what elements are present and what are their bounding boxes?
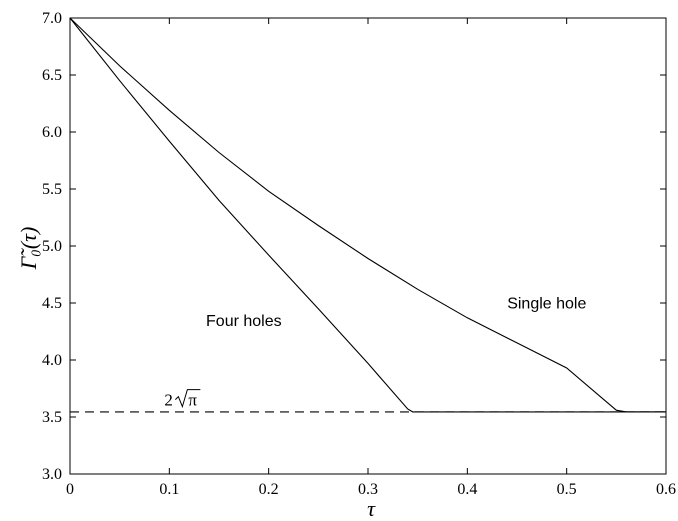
x-tick-label: 0.4 <box>457 481 477 498</box>
y-tick-label: 4.0 <box>42 352 62 369</box>
x-tick-label: 0.2 <box>259 481 279 498</box>
plot-frame <box>69 17 667 475</box>
x-tick-label: 0.1 <box>159 481 179 498</box>
y-tick-label: 3.0 <box>42 466 62 483</box>
y-tick-label: 5.5 <box>42 181 62 198</box>
x-tick-label: 0.3 <box>358 481 378 498</box>
y-tick-label: 6.0 <box>42 124 62 141</box>
annotation-two-sqrt-pi-coef: 2 <box>164 391 173 410</box>
y-tick-label: 3.5 <box>42 409 62 426</box>
y-tick-label: 7.0 <box>42 10 62 27</box>
y-tick-label: 4.5 <box>42 295 62 312</box>
series-line-four-holes <box>69 17 666 413</box>
x-tick-label: 0.6 <box>656 481 676 498</box>
annotation-four-holes: Four holes <box>206 313 282 330</box>
x-axis-label: τ <box>367 496 376 521</box>
x-tick-label: 0 <box>66 481 74 498</box>
sqrt-symbol <box>175 389 201 409</box>
annotation-single-hole: Single hole <box>507 296 586 313</box>
y-tick-label: 5.0 <box>42 238 62 255</box>
annotation-two-sqrt-pi-arg: π <box>188 391 197 410</box>
y-tick-label: 6.5 <box>42 67 62 84</box>
x-tick-label: 0.5 <box>557 481 577 498</box>
y-axis-label: Γ̃₀(τ) <box>16 227 41 271</box>
series-line-single-hole <box>69 17 666 413</box>
